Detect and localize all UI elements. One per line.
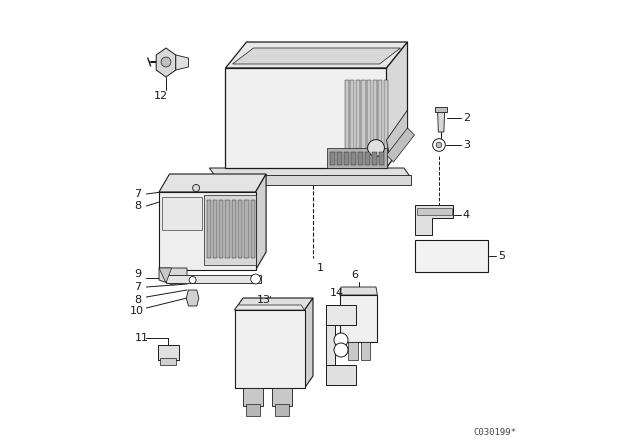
Polygon shape xyxy=(186,290,199,306)
Polygon shape xyxy=(360,342,371,360)
Text: 9: 9 xyxy=(134,269,141,279)
Text: 7: 7 xyxy=(134,189,141,199)
Polygon shape xyxy=(340,295,378,342)
Circle shape xyxy=(193,185,200,191)
Polygon shape xyxy=(351,152,356,165)
Polygon shape xyxy=(225,200,230,258)
Polygon shape xyxy=(372,152,377,165)
Polygon shape xyxy=(387,110,408,158)
Polygon shape xyxy=(209,168,411,178)
Polygon shape xyxy=(207,200,211,258)
Polygon shape xyxy=(243,388,262,406)
Polygon shape xyxy=(356,80,360,155)
Text: 13: 13 xyxy=(257,295,271,305)
Polygon shape xyxy=(235,305,305,310)
Text: 4: 4 xyxy=(463,210,470,220)
Circle shape xyxy=(251,274,260,284)
Polygon shape xyxy=(219,200,223,258)
Polygon shape xyxy=(344,152,349,165)
Polygon shape xyxy=(387,42,408,168)
Polygon shape xyxy=(348,342,358,360)
Polygon shape xyxy=(159,268,172,283)
Circle shape xyxy=(334,343,348,357)
Polygon shape xyxy=(205,195,255,265)
Polygon shape xyxy=(159,268,187,285)
Circle shape xyxy=(188,293,198,303)
Polygon shape xyxy=(350,80,355,155)
Polygon shape xyxy=(232,200,236,258)
Text: 5: 5 xyxy=(498,251,505,261)
Polygon shape xyxy=(161,358,176,365)
Polygon shape xyxy=(415,205,453,235)
Polygon shape xyxy=(438,110,445,132)
Polygon shape xyxy=(246,404,260,416)
Circle shape xyxy=(334,333,348,347)
Polygon shape xyxy=(305,298,313,388)
Polygon shape xyxy=(244,200,248,258)
Circle shape xyxy=(189,276,196,284)
Polygon shape xyxy=(362,80,365,155)
Polygon shape xyxy=(326,305,356,325)
Circle shape xyxy=(433,139,445,151)
Polygon shape xyxy=(251,200,255,258)
Polygon shape xyxy=(156,48,176,77)
Polygon shape xyxy=(225,42,408,68)
Polygon shape xyxy=(417,208,452,215)
Polygon shape xyxy=(384,80,388,155)
Polygon shape xyxy=(358,152,363,165)
Polygon shape xyxy=(365,152,370,165)
Text: 14: 14 xyxy=(330,288,344,298)
Text: 10: 10 xyxy=(129,306,143,316)
Circle shape xyxy=(436,142,442,148)
Polygon shape xyxy=(213,200,217,258)
Polygon shape xyxy=(327,148,387,168)
Polygon shape xyxy=(209,175,411,185)
Polygon shape xyxy=(176,55,188,70)
Polygon shape xyxy=(157,345,179,360)
Text: 8: 8 xyxy=(134,295,141,305)
Polygon shape xyxy=(372,80,377,155)
Text: 7: 7 xyxy=(134,282,141,292)
Polygon shape xyxy=(238,200,243,258)
Polygon shape xyxy=(340,287,378,295)
Polygon shape xyxy=(235,298,313,310)
Text: 12: 12 xyxy=(154,91,168,101)
Circle shape xyxy=(367,140,385,156)
Polygon shape xyxy=(326,365,356,385)
Polygon shape xyxy=(378,80,382,155)
Text: 8: 8 xyxy=(134,201,141,211)
Text: C030199*: C030199* xyxy=(473,427,516,436)
Polygon shape xyxy=(337,152,342,165)
Polygon shape xyxy=(330,152,335,165)
Circle shape xyxy=(161,57,171,67)
Polygon shape xyxy=(387,128,415,162)
Polygon shape xyxy=(344,80,349,155)
Polygon shape xyxy=(255,174,266,270)
Polygon shape xyxy=(367,80,371,155)
Polygon shape xyxy=(275,404,289,416)
Circle shape xyxy=(168,203,185,220)
Polygon shape xyxy=(435,107,447,112)
Polygon shape xyxy=(415,240,488,272)
Text: 1: 1 xyxy=(317,263,323,273)
Polygon shape xyxy=(326,305,335,385)
Polygon shape xyxy=(159,192,255,270)
Text: 6: 6 xyxy=(351,270,358,280)
Polygon shape xyxy=(225,68,387,168)
Text: 3: 3 xyxy=(463,140,470,150)
Polygon shape xyxy=(273,388,292,406)
Polygon shape xyxy=(159,174,266,192)
Polygon shape xyxy=(163,197,202,230)
Text: 11: 11 xyxy=(134,333,148,343)
Polygon shape xyxy=(232,48,401,64)
Polygon shape xyxy=(166,275,260,283)
Polygon shape xyxy=(235,310,305,388)
Text: 2: 2 xyxy=(463,113,470,123)
Polygon shape xyxy=(379,152,384,165)
